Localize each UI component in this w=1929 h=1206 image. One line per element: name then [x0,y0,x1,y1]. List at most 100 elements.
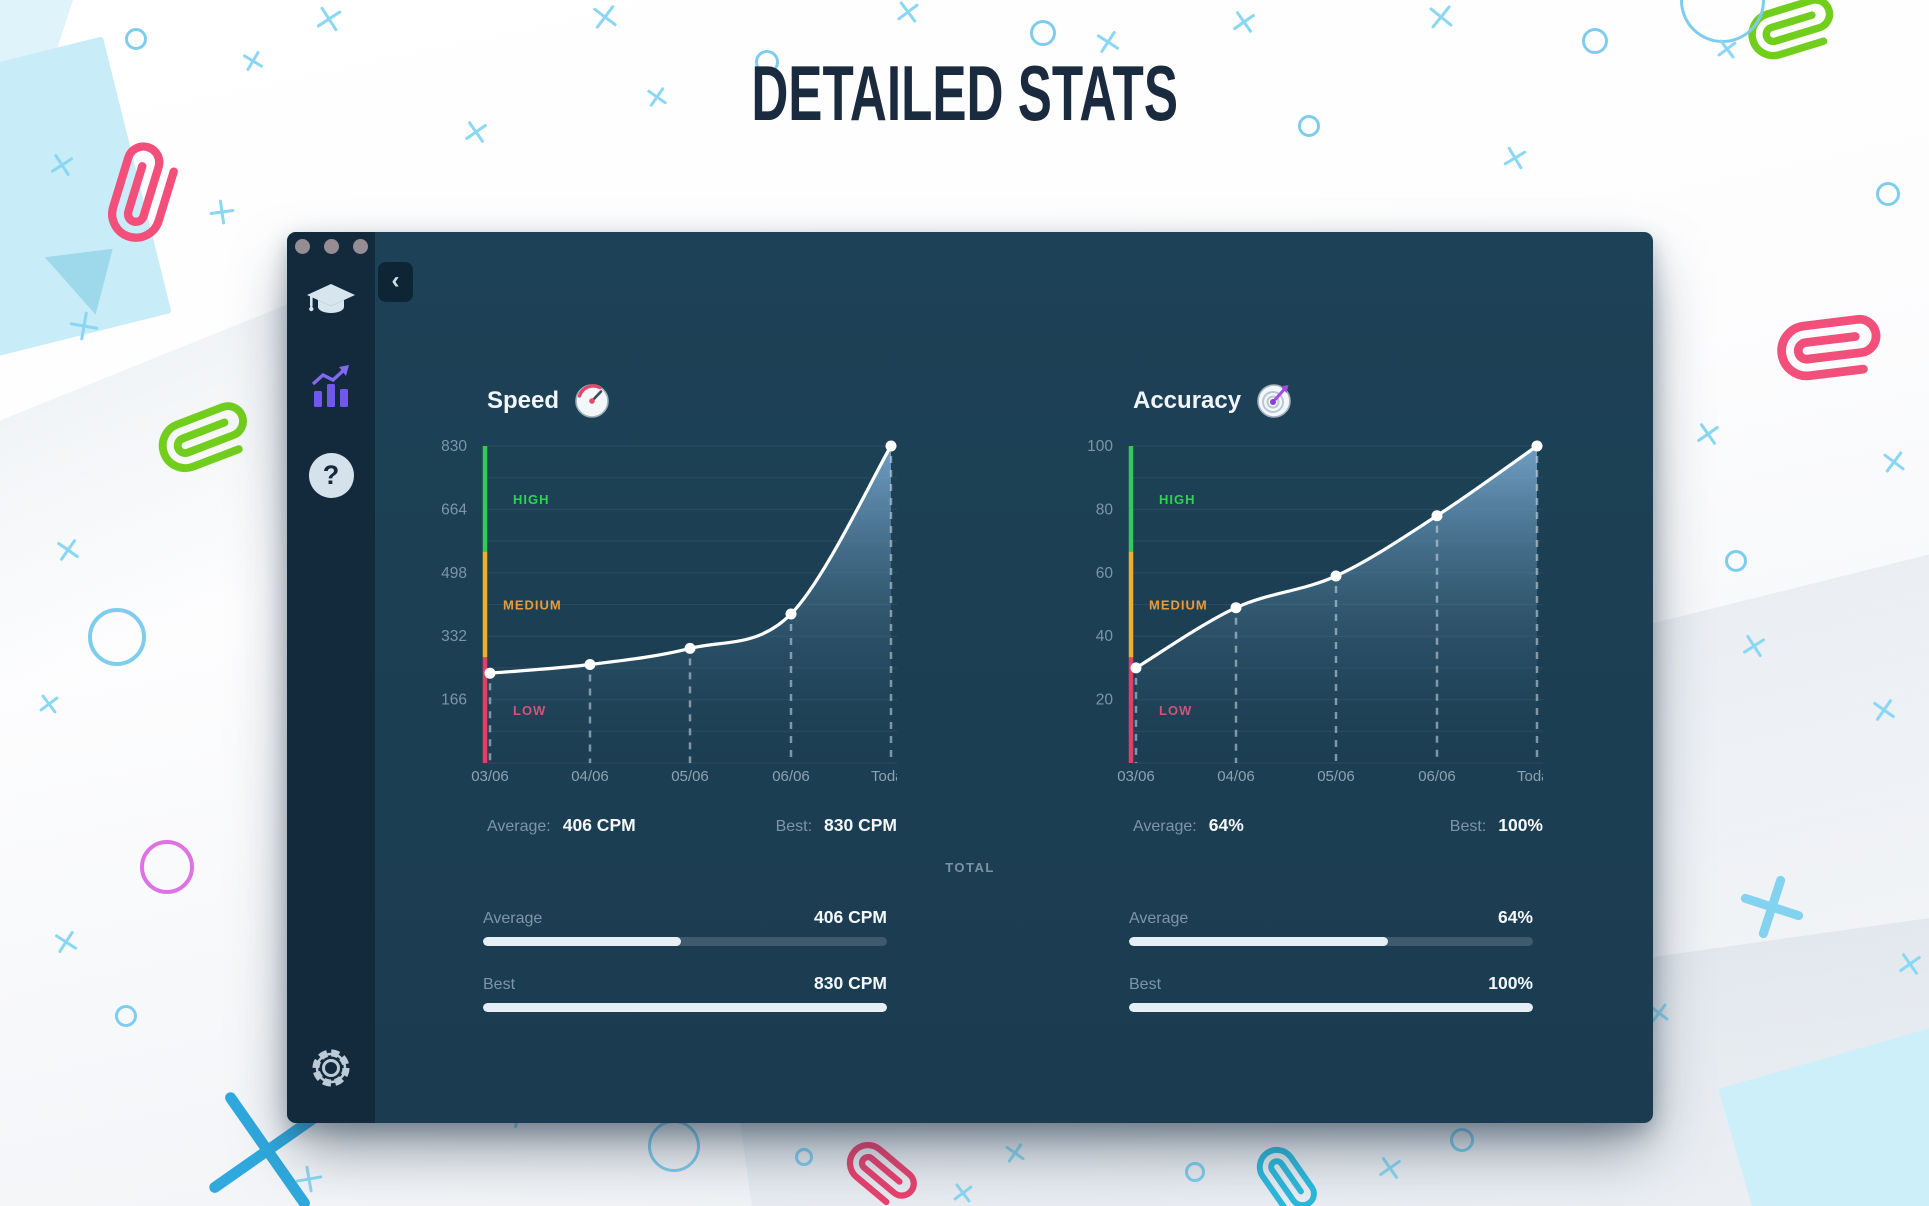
svg-text:40: 40 [1096,628,1114,645]
plus-mark-decoration [294,1164,324,1194]
accuracy-stats-row: Average: 64% Best: 100% [1073,815,1557,836]
paperclip-decoration [146,379,265,498]
x-mark-decoration [56,538,79,561]
progress-bar [483,1003,887,1012]
sidebar-item-help[interactable]: ? [287,453,375,498]
speed-stats-row: Average: 406 CPM Best: 830 CPM [427,815,911,836]
average-label: Average: [1133,818,1197,835]
svg-text:HIGH: HIGH [513,492,550,507]
paperclip-decoration [842,1135,920,1206]
chevron-left-icon: ‹ [391,266,400,294]
x-mark-decoration [1742,634,1766,658]
sidebar-item-lessons[interactable] [287,282,375,320]
x-mark-decoration [953,1183,973,1203]
x-mark-decoration [1232,10,1255,33]
x-mark-decoration [897,1,920,24]
circle-decoration [1185,1162,1205,1182]
sidebar: ? [287,232,375,1123]
x-mark-decoration [1503,146,1527,170]
circle-decoration [140,840,194,894]
window-control-dot[interactable] [324,239,339,254]
paperclip-decoration [78,128,206,256]
paper-sheet-decoration [1718,1011,1929,1206]
x-mark-decoration [1005,1143,1026,1164]
x-mark-decoration [39,694,59,714]
svg-text:332: 332 [441,628,467,645]
stats-chart-icon [311,365,349,407]
svg-text:MEDIUM: MEDIUM [1149,598,1208,613]
page-title: DETAILED STATS [751,49,1178,138]
paperclip-decoration [1247,1141,1326,1206]
progress-bar-fill [483,1003,887,1012]
best-value: 830 CPM [824,815,897,835]
total-bar-row: Best 830 CPM [483,973,887,1012]
speed-chart-title: Speed [487,387,560,414]
x-mark-decoration [1883,451,1906,474]
window-control-dot[interactable] [353,239,368,254]
total-label: TOTAL [945,860,995,875]
svg-text:20: 20 [1096,692,1114,709]
bar-label: Best [1129,976,1162,993]
svg-text:03/06: 03/06 [471,768,509,785]
plus-mark-decoration [1735,870,1808,943]
speed-chart: 830664498332166HIGHMEDIUMLOW03/0604/0605… [441,438,897,785]
svg-text:MEDIUM: MEDIUM [503,598,562,613]
x-mark-decoration [1872,698,1895,721]
bar-value: 64% [1497,907,1533,927]
svg-text:498: 498 [441,565,467,582]
svg-text:664: 664 [441,501,467,518]
app-window: ? ‹ Speed [287,232,1653,1123]
plus-mark-decoration [68,310,100,342]
x-mark-decoration [1429,5,1453,29]
sidebar-item-stats[interactable] [287,365,375,409]
average-label: Average: [487,818,551,835]
progress-bar [483,937,887,946]
x-mark-decoration [54,930,78,954]
svg-text:Today: Today [871,768,897,785]
circle-decoration [1680,0,1765,43]
graduation-cap-icon [307,284,355,313]
circle-decoration [125,28,147,50]
average-value: 64% [1208,815,1244,835]
window-control-dot[interactable] [295,239,310,254]
svg-text:04/06: 04/06 [1217,768,1255,785]
paper-fold-decoration [45,241,127,323]
svg-text:830: 830 [441,438,467,455]
circle-decoration [1030,20,1056,46]
best-label: Best: [1449,818,1487,835]
target-icon [1257,384,1291,418]
svg-text:80: 80 [1096,501,1114,518]
x-mark-decoration [1696,422,1719,445]
bar-label: Best [483,976,516,993]
bar-label: Average [1129,910,1189,927]
average-value: 406 CPM [562,815,636,835]
svg-text:06/06: 06/06 [1418,768,1456,785]
window-controls[interactable] [295,239,368,254]
progress-bar-fill [483,937,681,946]
accuracy-chart-title: Accuracy [1133,387,1242,414]
sidebar-item-settings[interactable] [287,1044,375,1092]
svg-text:05/06: 05/06 [1317,768,1355,785]
accuracy-total-bars: Average 64% Best 100% [1073,907,1557,1012]
svg-text:03/06: 03/06 [1117,768,1155,785]
circle-decoration [88,608,146,666]
bar-value: 406 CPM [814,907,887,927]
circle-decoration [1876,182,1900,206]
accuracy-panel: Accuracy 10080604020HIGHMEDIUMLOW03/0604… [1073,382,1557,1039]
plus-mark-decoration [208,198,235,225]
speedometer-icon [575,384,609,418]
progress-bar [1129,937,1533,946]
bar-label: Average [483,910,543,927]
svg-text:60: 60 [1096,565,1114,582]
total-bar-row: Average 64% [1129,907,1533,946]
accuracy-chart: 10080604020HIGHMEDIUMLOW03/0604/0605/060… [1087,438,1543,785]
progress-bar-fill [1129,1003,1533,1012]
progress-bar-fill [1129,937,1388,946]
x-mark-decoration [464,120,487,143]
help-icon: ? [308,453,354,498]
sidebar-collapse-button[interactable]: ‹ [378,262,413,302]
total-bar-row: Average 406 CPM [483,907,887,946]
svg-text:04/06: 04/06 [571,768,609,785]
best-value: 100% [1498,815,1543,835]
